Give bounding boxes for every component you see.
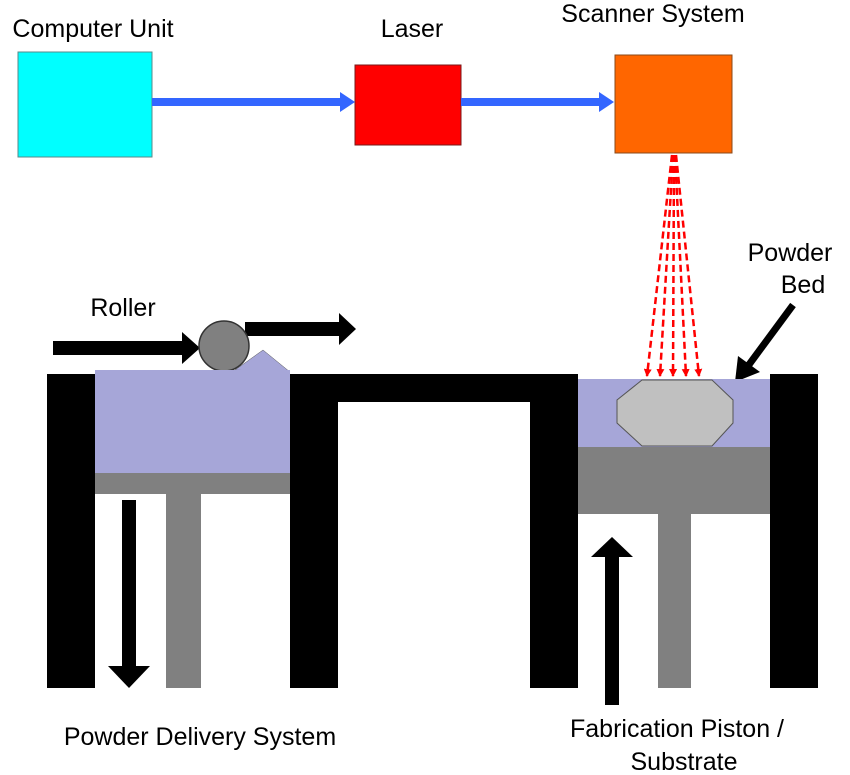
powder-bed-label-line1: Powder: [748, 239, 833, 267]
fabrication-piston-label-line1: Fabrication Piston /: [570, 715, 784, 743]
powder-bed-arrow: [735, 302, 796, 382]
computer-unit-box: [17, 51, 153, 158]
laser-to-scanner-arrow: [461, 92, 614, 112]
scanner-system-box: [614, 54, 733, 154]
machine-frame: [47, 374, 818, 688]
laser-beam: [643, 154, 703, 377]
laser-box: [354, 64, 462, 146]
fabrication-piston-label-line2: Substrate: [630, 748, 737, 775]
roller-outgoing-arrow: [245, 313, 356, 345]
computer-unit-label: Computer Unit: [12, 15, 173, 43]
roller-incoming-arrow: [53, 332, 200, 364]
powder-bed-label-line2: Bed: [781, 271, 825, 299]
delivery-powder: [95, 370, 290, 473]
roller: [198, 320, 250, 372]
scanner-system-label: Scanner System: [561, 0, 744, 28]
fabricated-part: [616, 379, 734, 447]
delivery-down-arrow: [108, 500, 150, 688]
powder-delivery-system-label: Powder Delivery System: [64, 723, 336, 751]
roller-label: Roller: [90, 294, 155, 322]
fabrication-piston-plate: [578, 447, 770, 514]
delivery-piston-rod: [166, 494, 201, 688]
delivery-piston-plate: [95, 473, 290, 494]
computer-to-laser-arrow: [152, 92, 355, 112]
fabrication-piston-rod: [658, 514, 691, 688]
laser-label: Laser: [381, 15, 444, 43]
fabrication-up-arrow: [591, 537, 633, 705]
